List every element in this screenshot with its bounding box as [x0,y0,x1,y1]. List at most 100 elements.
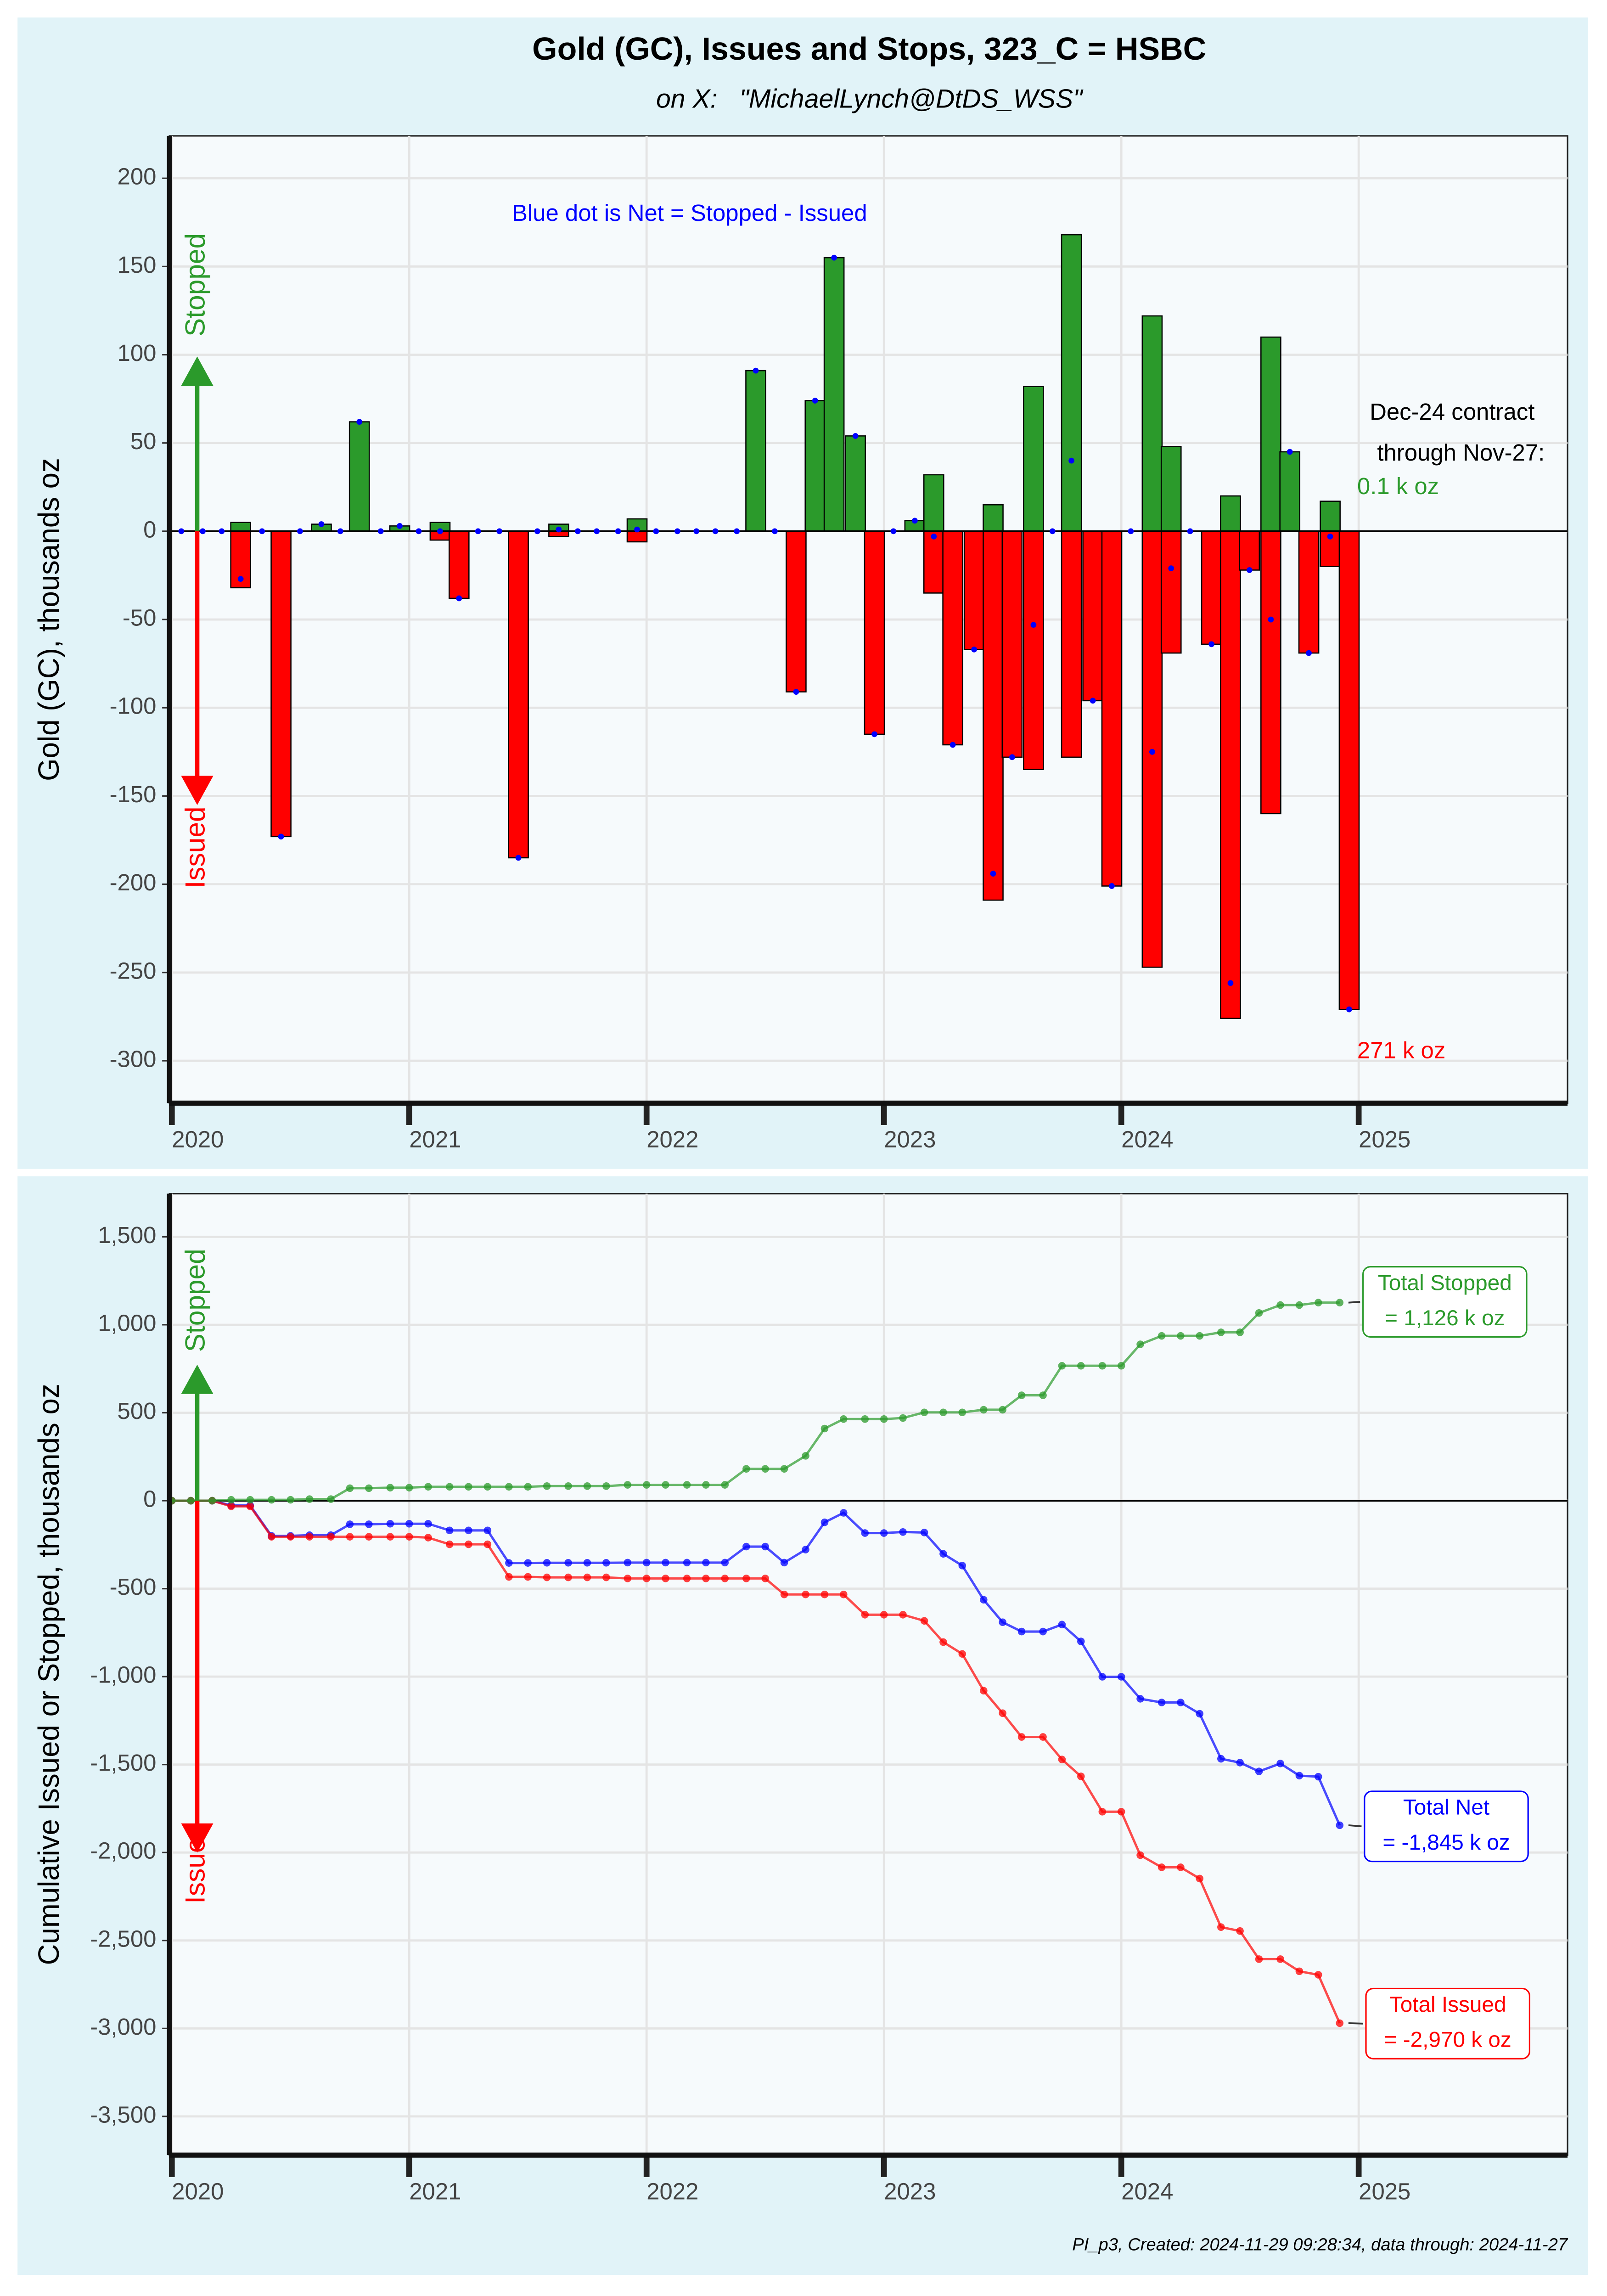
cumulative-point [305,1533,314,1541]
y-axis-label: Gold (GC), thousands oz [33,458,65,781]
annotation: 271 k oz [1357,1037,1445,1063]
total-label: = -2,970 k oz [1384,2028,1511,2052]
cumulative-point [642,1481,651,1489]
cumulative-point [564,1482,572,1490]
cumulative-point [1077,1638,1085,1645]
cumulative-point [624,1559,632,1567]
issued-bar [942,530,963,746]
arrow-label: Stopped [180,1249,211,1352]
bottom-plot-area [169,1193,1568,2156]
cumulative-point [1217,1923,1225,1931]
cumulative-point [742,1465,750,1473]
cumulative-point [602,1482,610,1490]
cumulative-point [1117,1673,1125,1681]
cumulative-point [899,1611,907,1619]
stopped-bar [923,474,944,532]
net-dot [1208,641,1214,647]
cumulative-point [346,1520,354,1528]
stopped-bar [845,435,866,532]
cumulative-point [1039,1627,1047,1636]
cumulative-point [840,1415,848,1423]
x-tick-label: 2023 [884,1126,936,1152]
cumulative-point [683,1559,691,1567]
net-dot [416,528,422,535]
issued-bar [448,530,470,599]
stopped-bar [1260,336,1281,532]
cumulative-point [524,1559,532,1567]
cumulative-point [721,1575,729,1582]
net-dot [831,254,837,261]
cumulative-point [920,1617,928,1625]
y-tick-label: -150 [110,781,157,807]
arrow-label: Issued [180,806,211,888]
cumulative-point [761,1575,769,1582]
cumulative-point [939,1408,947,1417]
cumulative-point [980,1596,988,1604]
stopped-bar [1160,446,1182,532]
y-tick-label: -250 [110,957,157,984]
x-tick-label: 2025 [1359,1126,1410,1152]
net-dot [1187,528,1193,535]
cumulative-point [405,1484,413,1491]
net-dot [971,647,978,653]
net-dot [178,528,185,535]
chart-title: Gold (GC), Issues and Stops, 323_C = HSB… [532,31,1206,67]
y-tick-label: 1,000 [98,1310,156,1336]
net-dot [456,595,462,602]
net-dot [297,528,303,535]
cumulative-point [327,1533,335,1541]
net-dot [259,528,265,535]
cumulative-point [1295,1301,1304,1309]
net-dot [496,528,503,535]
cumulative-point [505,1559,513,1567]
cumulative-point [662,1575,669,1582]
cumulative-point [742,1542,750,1551]
cumulative-point [702,1575,710,1582]
cumulative-point [899,1528,907,1536]
cumulative-point [1295,1772,1304,1780]
cumulative-point [702,1481,710,1489]
y-tick-label: 200 [118,163,157,190]
cumulative-point [920,1408,928,1417]
stopped-bar [348,421,370,532]
cumulative-point [524,1483,532,1491]
cumulative-point [980,1406,988,1414]
cumulative-point [583,1482,591,1490]
net-dot [377,528,384,535]
cumulative-point [1276,1760,1284,1767]
cumulative-point [1098,1362,1107,1370]
cumulative-point [780,1590,788,1598]
cumulative-point [268,1496,275,1504]
net-dot [634,526,640,533]
issued-bar [1298,530,1320,654]
net-dot [1287,449,1293,455]
net-dot [852,433,859,439]
cumulative-point [187,1497,195,1505]
stopped-bar [983,504,1004,532]
issued-bar [983,530,1004,901]
cumulative-point [1336,1821,1344,1829]
net-dot [693,528,700,535]
cumulative-point [424,1483,432,1491]
y-tick-label: 1,500 [98,1222,156,1248]
cumulative-point [861,1529,869,1537]
cumulative-point [465,1483,472,1491]
cumulative-point [624,1481,632,1489]
net-dot [890,528,897,535]
issued-bar [963,530,985,650]
cumulative-point [802,1590,809,1598]
net-dot [912,518,918,524]
y-tick-label: -1,500 [90,1750,156,1776]
stopped-bar [1320,501,1341,532]
cumulative-point [1177,1863,1185,1871]
cumulative-point [268,1533,275,1541]
y-tick-label: 150 [118,252,157,278]
net-dot [772,528,778,535]
x-tick-label: 2020 [172,2178,224,2204]
net-dot [594,528,600,535]
net-dot [1090,698,1096,704]
y-tick-label: -300 [110,1046,157,1072]
cumulative-point [483,1540,492,1548]
cumulative-point [1276,1955,1284,1963]
net-dot [1306,650,1312,656]
